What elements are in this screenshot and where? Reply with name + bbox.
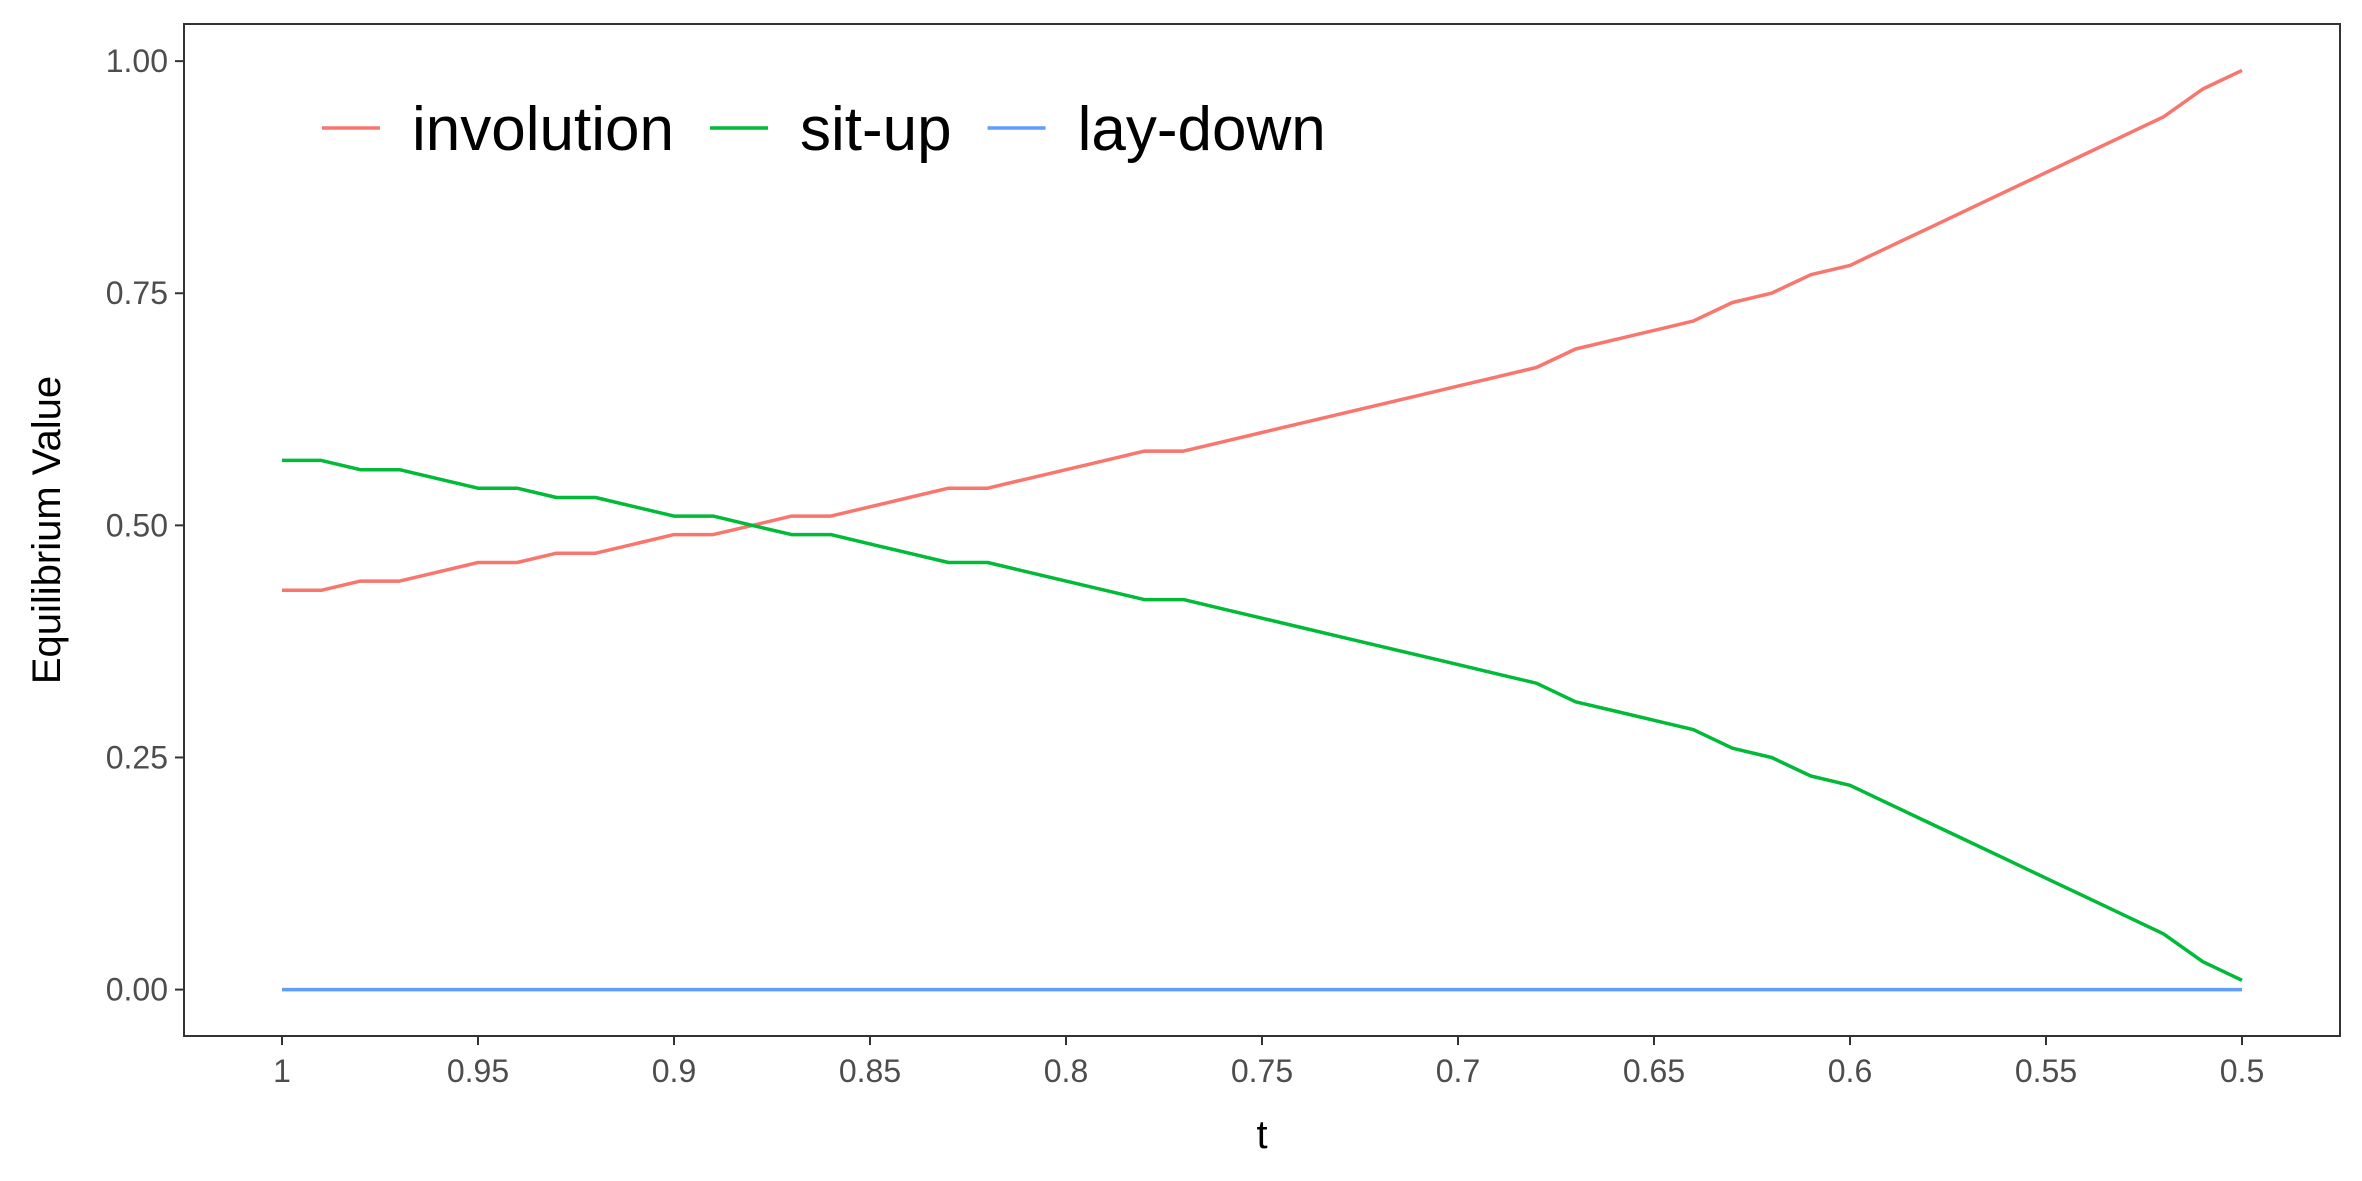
series-line-involution: [282, 68, 2243, 593]
x-tick-label: 1: [273, 1053, 291, 1089]
y-axis: 0.00 0.25 0.50 0.75 1.00: [106, 43, 184, 1008]
y-tick-label: 0.50: [106, 507, 168, 543]
x-tick-label: 0.8: [1044, 1053, 1088, 1089]
legend-label-lay-down: lay-down: [1078, 95, 1326, 164]
y-tick-label: 0.25: [106, 739, 168, 775]
series-layer: [282, 68, 2243, 992]
x-tick-label: 0.6: [1828, 1053, 1872, 1089]
x-tick-label: 0.95: [447, 1053, 509, 1089]
x-axis: 1 0.95 0.9 0.85 0.8 0.75 0.7 0.65 0.6 0.55 0.5: [273, 1036, 2264, 1089]
y-tick-label: 0.75: [106, 275, 168, 311]
y-tick-label: 0.00: [106, 972, 168, 1008]
legend-label-sit-up: sit-up: [800, 95, 952, 164]
series-line-sit-up: [282, 458, 2243, 982]
x-axis-title: t: [1256, 1113, 1267, 1157]
legend-label-involution: involution: [412, 95, 674, 164]
x-tick-label: 0.55: [2015, 1053, 2077, 1089]
legend-item-lay-down: lay-down: [987, 95, 1326, 164]
x-tick-label: 0.5: [2220, 1053, 2264, 1089]
x-tick-label: 0.65: [1623, 1053, 1685, 1089]
y-axis-title: Equilibrium Value: [25, 376, 69, 684]
x-tick-label: 0.75: [1231, 1053, 1293, 1089]
y-tick-label: 1.00: [106, 43, 168, 79]
legend-item-sit-up: sit-up: [709, 95, 952, 164]
x-tick-label: 0.85: [839, 1053, 901, 1089]
x-tick-label: 0.7: [1436, 1053, 1480, 1089]
x-tick-label: 0.9: [652, 1053, 696, 1089]
legend-item-involution: involution: [322, 95, 674, 164]
legend: involution sit-up lay-down: [322, 95, 1326, 164]
